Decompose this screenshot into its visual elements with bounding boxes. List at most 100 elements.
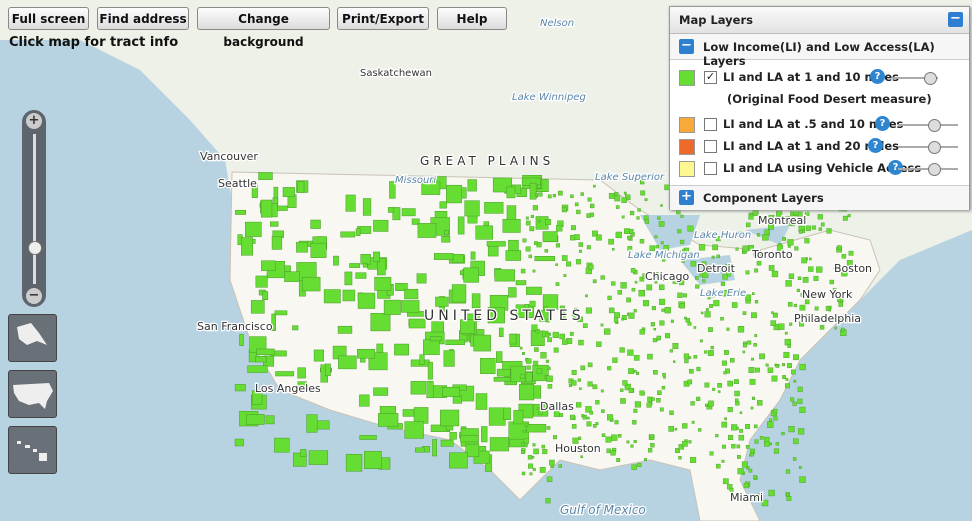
tract	[601, 433, 606, 437]
tract	[546, 426, 551, 430]
tract	[555, 263, 558, 266]
tract	[754, 268, 759, 273]
tract	[633, 354, 640, 361]
zoom-out[interactable]: −	[26, 288, 42, 304]
opacity-handle[interactable]	[928, 163, 941, 176]
layers-panel: Map Layers − − Low Income(LI) and Low Ac…	[669, 6, 970, 210]
layer-checkbox[interactable]	[704, 162, 717, 175]
tract	[741, 461, 748, 468]
tract	[572, 437, 579, 444]
tract	[536, 368, 543, 374]
tract	[421, 181, 441, 195]
group-header[interactable]: + Component Layers	[670, 185, 969, 210]
button[interactable]: Find address	[97, 7, 189, 30]
tract	[561, 207, 567, 213]
tract	[631, 464, 637, 470]
tract	[612, 357, 618, 363]
tract	[621, 318, 624, 321]
tract	[769, 442, 773, 446]
tract	[794, 246, 799, 251]
collapse-button[interactable]: −	[679, 39, 694, 54]
tract	[333, 255, 339, 266]
tract	[652, 338, 657, 343]
button[interactable]: Change background	[197, 7, 330, 49]
tract	[787, 302, 793, 307]
expand-button[interactable]: +	[679, 190, 694, 205]
tract	[655, 244, 659, 249]
place-label: Gulf of Mexico	[560, 503, 646, 517]
tract	[679, 279, 685, 286]
tract	[707, 296, 711, 300]
layer-checkbox[interactable]: ✓	[704, 70, 717, 84]
tract	[446, 184, 462, 204]
tract	[663, 376, 666, 379]
tract	[797, 398, 803, 404]
button[interactable]: Help	[437, 7, 507, 30]
help-icon[interactable]: ?	[870, 69, 885, 84]
tract	[529, 472, 533, 476]
help-icon[interactable]: ?	[868, 138, 883, 153]
opacity-handle[interactable]	[928, 141, 941, 154]
tract-layer	[234, 172, 854, 507]
help-icon[interactable]: ?	[888, 160, 903, 175]
tract	[724, 368, 730, 374]
opacity-handle[interactable]	[928, 119, 941, 132]
tract	[522, 429, 526, 433]
tract	[435, 296, 449, 307]
tract	[525, 220, 531, 226]
button[interactable]: Full screen	[8, 7, 89, 30]
tract	[600, 389, 604, 393]
tract	[394, 343, 409, 356]
tract	[799, 406, 806, 413]
tract	[647, 353, 653, 360]
tract	[250, 300, 265, 314]
button[interactable]: Print/Export	[337, 7, 429, 30]
hawaii-view[interactable]	[8, 426, 57, 474]
tract	[757, 400, 763, 406]
zoom-handle[interactable]	[28, 241, 42, 255]
collapse-button[interactable]: −	[948, 12, 963, 27]
help-icon[interactable]: ?	[875, 116, 890, 131]
layer-checkbox[interactable]	[704, 140, 717, 153]
opacity-handle[interactable]	[924, 72, 937, 85]
tract	[682, 293, 687, 298]
tract	[275, 371, 295, 377]
tract	[251, 184, 258, 198]
tract	[460, 319, 475, 334]
tract	[555, 225, 563, 232]
tract	[754, 439, 759, 444]
tract	[630, 444, 634, 448]
tract	[658, 284, 665, 291]
tract	[654, 235, 658, 239]
tract	[360, 253, 371, 265]
tract	[768, 489, 775, 497]
tract	[624, 383, 632, 391]
group-header[interactable]: − Low Income(LI) and Low Access(LA) Laye…	[670, 34, 969, 68]
tract	[677, 229, 682, 234]
tract	[751, 396, 756, 400]
tract	[736, 444, 741, 449]
layer-checkbox[interactable]	[704, 118, 717, 131]
tract	[769, 418, 773, 422]
tract	[608, 193, 615, 199]
tract	[503, 407, 511, 421]
tract	[626, 297, 631, 303]
tract	[660, 276, 665, 281]
tract	[625, 194, 631, 201]
alaska-view[interactable]	[8, 314, 57, 362]
tract	[473, 334, 491, 352]
tract	[717, 390, 721, 393]
tract	[559, 313, 566, 320]
tract	[771, 375, 778, 382]
conus-view[interactable]	[8, 370, 57, 418]
tract	[617, 434, 622, 438]
zoom-in[interactable]: +	[26, 113, 42, 129]
tract	[442, 386, 460, 397]
tract	[534, 192, 538, 196]
tract	[521, 471, 526, 476]
tract	[727, 407, 733, 413]
tract	[784, 383, 790, 389]
tract	[659, 320, 665, 326]
zoom-slider[interactable]: + −	[22, 110, 46, 307]
tract	[574, 307, 578, 312]
